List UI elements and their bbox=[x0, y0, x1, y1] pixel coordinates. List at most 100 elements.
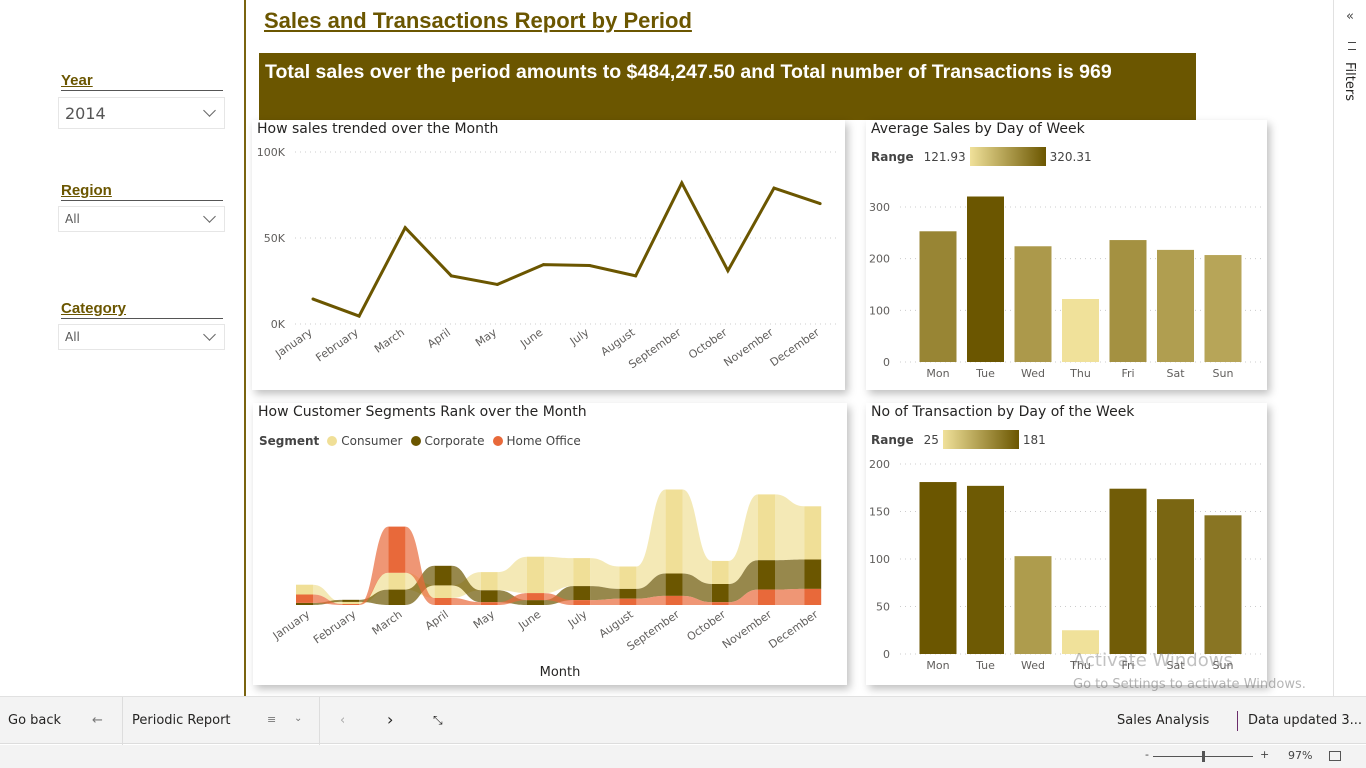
divider bbox=[122, 697, 123, 745]
x-tick-label: July bbox=[567, 326, 592, 349]
x-tick-label: Sat bbox=[1166, 367, 1185, 380]
segment-column-home-office bbox=[758, 589, 775, 605]
ribbon-corporate bbox=[636, 573, 666, 599]
category-dropdown[interactable]: All bbox=[58, 324, 225, 350]
transactions-card[interactable]: 0 50 100 150 200 Mon Tue Wed Thu Fri Sat Sun No of … bbox=[866, 403, 1267, 685]
ribbon-consumer bbox=[497, 556, 527, 594]
segment-column-home-office bbox=[619, 598, 637, 605]
bar-sat bbox=[1157, 499, 1194, 654]
segment-column-consumer bbox=[758, 494, 775, 561]
page-list-icon[interactable]: ≡ bbox=[267, 713, 277, 726]
x-tick-label: Sun bbox=[1213, 367, 1234, 380]
segment-column-corporate bbox=[480, 590, 498, 603]
fit-to-page-icon[interactable] bbox=[1329, 751, 1341, 761]
data-point bbox=[403, 226, 407, 230]
bar-tue bbox=[967, 485, 1004, 654]
zoom-slider-thumb[interactable] bbox=[1201, 751, 1205, 762]
segment-column-corporate bbox=[804, 559, 822, 589]
year-slicer-label: Year bbox=[61, 72, 223, 91]
y-tick-label: 100 bbox=[869, 304, 890, 317]
zoom-in-button[interactable]: + bbox=[1260, 748, 1270, 761]
bar-wed bbox=[1014, 246, 1052, 362]
avg-sales-card[interactable]: 0 100 200 300 Mon Tue Wed Thu Fri Sat Sun Average … bbox=[866, 120, 1267, 390]
ribbon-home-office bbox=[682, 595, 712, 605]
data-point bbox=[542, 263, 545, 267]
range-max: 320.31 bbox=[1049, 149, 1092, 164]
gradient-scale bbox=[969, 147, 1046, 166]
go-back-button[interactable]: Go back bbox=[8, 713, 62, 728]
divider bbox=[1237, 711, 1238, 731]
year-dropdown[interactable]: 2014 bbox=[58, 97, 225, 129]
segment-column-consumer bbox=[711, 560, 729, 584]
x-tick-label: February bbox=[311, 608, 359, 647]
zoom-bar: - + 97% bbox=[0, 745, 1366, 768]
sales-trend-card[interactable]: 0K 50K 100K January February March April May Jun… bbox=[252, 120, 845, 390]
segment-column-consumer bbox=[296, 584, 313, 595]
segment-column-corporate bbox=[434, 565, 452, 586]
chart-title: Average Sales by Day of Week bbox=[871, 121, 1085, 137]
bar-thu bbox=[1062, 299, 1099, 362]
x-tick-label: Sun bbox=[1213, 659, 1234, 672]
ribbon-corporate bbox=[451, 565, 481, 603]
bar-mon bbox=[919, 482, 957, 654]
ribbon-corporate bbox=[682, 573, 712, 603]
sales-line bbox=[312, 179, 821, 318]
filters-pane[interactable]: « Filters bbox=[1333, 0, 1366, 696]
bar-sun bbox=[1204, 255, 1242, 362]
segment-column-home-office bbox=[711, 602, 729, 605]
y-tick-label: 200 bbox=[869, 253, 890, 266]
y-tick-label: 0 bbox=[883, 356, 890, 369]
x-tick-label: September bbox=[625, 608, 683, 654]
previous-page-icon[interactable]: ‹ bbox=[340, 713, 346, 728]
segment-column-home-office bbox=[527, 593, 544, 601]
region-slicer-label: Region bbox=[61, 182, 223, 201]
data-point bbox=[449, 274, 453, 278]
ribbon-home-office bbox=[544, 593, 574, 605]
segment-column-consumer bbox=[619, 566, 637, 589]
segment-rank-card[interactable]: January February March April May June July Augu… bbox=[253, 403, 847, 685]
legend-consumer[interactable]: Consumer bbox=[341, 434, 403, 448]
page-title: Sales and Transactions Report by Period bbox=[264, 8, 692, 33]
x-tick-label: January bbox=[270, 608, 313, 643]
y-tick-label: 100K bbox=[257, 146, 286, 159]
page-selector[interactable]: Periodic Report bbox=[132, 713, 231, 728]
segment-column-consumer bbox=[434, 585, 452, 598]
segment-column-home-office bbox=[665, 595, 683, 605]
x-tick-label: Mon bbox=[926, 659, 949, 672]
y-tick-label: 200 bbox=[869, 458, 890, 471]
segment-column-home-office bbox=[296, 594, 313, 603]
range-max: 181 bbox=[1022, 432, 1046, 447]
region-dropdown[interactable]: All bbox=[58, 206, 225, 232]
x-tick-label: Fri bbox=[1121, 367, 1134, 380]
chevron-down-icon[interactable]: ⌄ bbox=[294, 713, 303, 724]
chart-title: How sales trended over the Month bbox=[257, 121, 499, 137]
ribbon-consumer bbox=[636, 489, 666, 589]
ribbon-home-office bbox=[451, 598, 481, 605]
data-point bbox=[357, 314, 361, 318]
legend-home-office[interactable]: Home Office bbox=[506, 434, 581, 448]
divider bbox=[319, 697, 320, 745]
category-slicer-label: Category bbox=[61, 300, 223, 319]
segment-column-consumer bbox=[480, 572, 498, 591]
zoom-out-button[interactable]: - bbox=[1145, 748, 1149, 761]
data-point bbox=[680, 181, 684, 185]
x-tick-label: September bbox=[626, 326, 684, 372]
filters-label[interactable]: Filters bbox=[1342, 62, 1357, 101]
y-tick-label: 0K bbox=[271, 318, 286, 331]
bar-wed bbox=[1014, 556, 1052, 654]
collapse-icon[interactable]: ⤡ bbox=[433, 713, 443, 727]
segment-column-corporate bbox=[711, 584, 729, 603]
segment-column-consumer bbox=[665, 489, 683, 574]
x-tick-label: Tue bbox=[975, 659, 995, 672]
back-arrow-icon[interactable]: ← bbox=[92, 713, 103, 728]
double-chevron-left-icon[interactable]: « bbox=[1346, 9, 1354, 24]
ribbon-corporate bbox=[728, 560, 758, 603]
segment-column-home-office bbox=[388, 526, 406, 573]
bar-mon bbox=[919, 231, 957, 362]
next-page-icon[interactable]: › bbox=[387, 710, 394, 729]
legend-corporate[interactable]: Corporate bbox=[424, 434, 485, 448]
report-name: Sales Analysis bbox=[1117, 713, 1210, 728]
ribbon-home-office bbox=[728, 589, 758, 605]
segment-column-consumer bbox=[388, 572, 406, 590]
